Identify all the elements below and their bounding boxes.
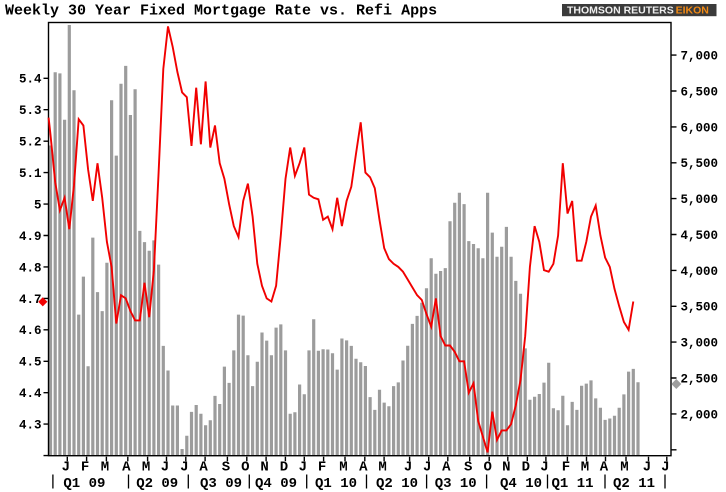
svg-text:Q3 10: Q3 10 <box>435 476 477 492</box>
svg-text:Q1 11: Q1 11 <box>551 476 593 492</box>
svg-text:A: A <box>122 460 131 476</box>
svg-text:N: N <box>502 460 510 476</box>
svg-text:5.3: 5.3 <box>19 104 42 118</box>
svg-text:D: D <box>522 460 530 476</box>
svg-text:4.8: 4.8 <box>19 261 42 275</box>
svg-text:2,500: 2,500 <box>681 372 719 386</box>
svg-text:Q2 10: Q2 10 <box>376 476 418 492</box>
svg-text:Q2 11: Q2 11 <box>613 476 655 492</box>
svg-text:4.5: 4.5 <box>19 356 42 370</box>
svg-text:A: A <box>600 460 609 476</box>
svg-text:5,000: 5,000 <box>681 193 719 207</box>
svg-text:Q3 09: Q3 09 <box>200 476 242 492</box>
svg-text:Q1 10: Q1 10 <box>315 476 357 492</box>
svg-text:F: F <box>562 460 570 476</box>
svg-text:A: A <box>199 460 208 476</box>
svg-text:Q1 09: Q1 09 <box>63 476 105 492</box>
svg-text:J: J <box>423 460 431 476</box>
svg-text:5.1: 5.1 <box>19 167 42 181</box>
svg-text:M: M <box>620 460 628 476</box>
svg-text:M: M <box>101 460 109 476</box>
svg-text:4.9: 4.9 <box>19 230 42 244</box>
svg-text:4,000: 4,000 <box>681 265 719 279</box>
svg-text:M: M <box>378 460 386 476</box>
svg-text:O: O <box>483 460 491 476</box>
svg-text:J: J <box>62 460 70 476</box>
svg-text:F: F <box>318 460 326 476</box>
svg-text:M: M <box>339 460 347 476</box>
svg-text:F: F <box>81 460 89 476</box>
svg-text:2,000: 2,000 <box>681 408 719 422</box>
svg-text:J: J <box>299 460 307 476</box>
svg-text:4.3: 4.3 <box>19 419 42 433</box>
svg-text:J: J <box>404 460 412 476</box>
svg-text:7,000: 7,000 <box>681 50 719 64</box>
svg-text:J: J <box>661 460 669 476</box>
svg-text:5.2: 5.2 <box>19 136 42 150</box>
svg-text:D: D <box>280 460 288 476</box>
svg-text:O: O <box>241 460 249 476</box>
svg-text:4,500: 4,500 <box>681 229 719 243</box>
svg-text:S: S <box>464 460 472 476</box>
svg-text:S: S <box>222 460 230 476</box>
svg-text:J: J <box>643 460 651 476</box>
svg-text:A: A <box>442 460 451 476</box>
svg-text:3,500: 3,500 <box>681 301 719 315</box>
svg-text:Q4 10: Q4 10 <box>500 476 542 492</box>
svg-text:J: J <box>540 460 548 476</box>
svg-text:J: J <box>180 460 188 476</box>
svg-text:M: M <box>581 460 589 476</box>
svg-text:6,500: 6,500 <box>681 85 719 99</box>
svg-text:3,000: 3,000 <box>681 337 719 351</box>
svg-text:5,500: 5,500 <box>681 157 719 171</box>
svg-text:6,000: 6,000 <box>681 121 719 135</box>
svg-text:Weekly 30 Year Fixed Mortgage: Weekly 30 Year Fixed Mortgage Rate vs. R… <box>5 2 437 19</box>
svg-text:Q4 09: Q4 09 <box>255 476 297 492</box>
svg-text:Q2 09: Q2 09 <box>136 476 178 492</box>
svg-text:M: M <box>142 460 150 476</box>
svg-text:4.4: 4.4 <box>19 387 42 401</box>
svg-text:J: J <box>161 460 169 476</box>
svg-text:A: A <box>359 460 368 476</box>
svg-text:4.7: 4.7 <box>19 293 42 307</box>
svg-text:5: 5 <box>34 199 42 213</box>
svg-text:4.6: 4.6 <box>19 324 42 338</box>
svg-text:N: N <box>260 460 268 476</box>
svg-text:5.4: 5.4 <box>19 73 42 87</box>
